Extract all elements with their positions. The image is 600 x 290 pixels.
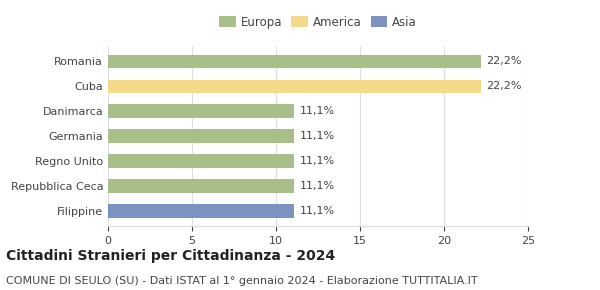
Text: 22,2%: 22,2%	[486, 81, 521, 91]
Bar	[108, 204, 295, 218]
Text: 11,1%: 11,1%	[299, 106, 335, 116]
Text: 11,1%: 11,1%	[299, 131, 335, 141]
Bar	[108, 55, 481, 68]
Bar	[108, 129, 295, 143]
Legend: Europa, America, Asia: Europa, America, Asia	[214, 11, 422, 33]
Text: 11,1%: 11,1%	[299, 206, 335, 216]
Bar	[108, 179, 295, 193]
Text: Cittadini Stranieri per Cittadinanza - 2024: Cittadini Stranieri per Cittadinanza - 2…	[6, 249, 335, 263]
Bar	[108, 79, 481, 93]
Bar	[108, 104, 295, 118]
Text: 22,2%: 22,2%	[486, 57, 521, 66]
Bar	[108, 154, 295, 168]
Text: COMUNE DI SEULO (SU) - Dati ISTAT al 1° gennaio 2024 - Elaborazione TUTTITALIA.I: COMUNE DI SEULO (SU) - Dati ISTAT al 1° …	[6, 276, 478, 285]
Text: 11,1%: 11,1%	[299, 156, 335, 166]
Text: 11,1%: 11,1%	[299, 181, 335, 191]
